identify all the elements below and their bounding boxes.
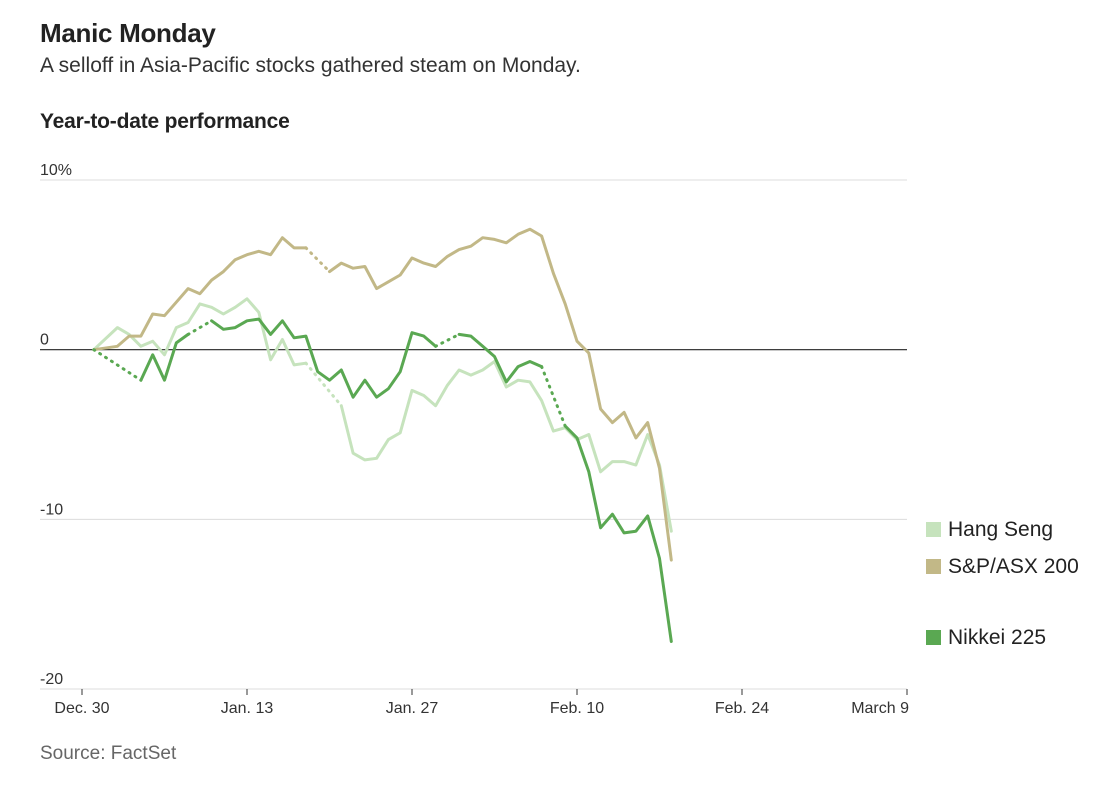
series-line-s-p-asx-200 xyxy=(92,236,308,352)
axis-layer: 10% 0 -10 -20 Dec. 30 Jan. 13 Jan. 27 Feb. 10 Fe… xyxy=(40,162,909,717)
line-layer xyxy=(92,227,673,643)
legend-label-nikkei: Nikkei 225 xyxy=(948,626,1047,649)
legend-item-asx: S&P/ASX 200 xyxy=(926,555,1079,579)
grid-layer xyxy=(40,179,907,690)
y-tick-label: 10% xyxy=(40,162,72,179)
legend-swatch-nikkei xyxy=(926,630,941,645)
series-line-nikkei-225-dotted xyxy=(186,319,214,336)
series-line-nikkei-225 xyxy=(210,317,438,399)
chart-heading: Year-to-date performance xyxy=(40,110,290,133)
legend-swatch-asx xyxy=(926,559,941,574)
series-line-nikkei-225-dotted xyxy=(92,348,143,382)
x-tick-label: Jan. 13 xyxy=(221,700,274,717)
series-line-nikkei-225 xyxy=(563,424,673,643)
series-line-nikkei-225-dotted xyxy=(434,332,461,348)
y-tick-label: 0 xyxy=(40,332,49,349)
x-tick-label: Dec. 30 xyxy=(54,700,109,717)
y-tick-label: -20 xyxy=(40,671,63,688)
chart-title: Manic Monday xyxy=(40,18,216,48)
x-tick-label: Feb. 10 xyxy=(550,700,604,717)
series-line-hang-seng xyxy=(339,360,673,533)
x-tick-label: Feb. 24 xyxy=(715,700,769,717)
series-line-hang-seng-dotted xyxy=(304,361,343,408)
legend-label-asx: S&P/ASX 200 xyxy=(948,555,1079,578)
legend-item-hang-seng: Hang Seng xyxy=(926,518,1053,542)
x-tick-label: Jan. 27 xyxy=(386,700,439,717)
x-tick-label: March 9 xyxy=(851,700,909,717)
legend-swatch-hang-seng xyxy=(926,522,941,537)
series-line-s-p-asx-200 xyxy=(328,227,673,562)
y-tick-label: -10 xyxy=(40,501,63,518)
series-line-hang-seng xyxy=(92,297,308,367)
legend-item-nikkei: Nikkei 225 xyxy=(926,626,1046,650)
chart-subtitle: A selloff in Asia-Pacific stocks gathere… xyxy=(40,54,581,77)
series-line-nikkei-225-dotted xyxy=(540,365,567,428)
source-note: Source: FactSet xyxy=(40,743,177,764)
series-line-nikkei-225 xyxy=(139,332,190,382)
series-line-nikkei-225 xyxy=(457,332,544,384)
series-line-s-p-asx-200-dotted xyxy=(304,246,331,274)
legend-label-hang-seng: Hang Seng xyxy=(948,518,1054,541)
